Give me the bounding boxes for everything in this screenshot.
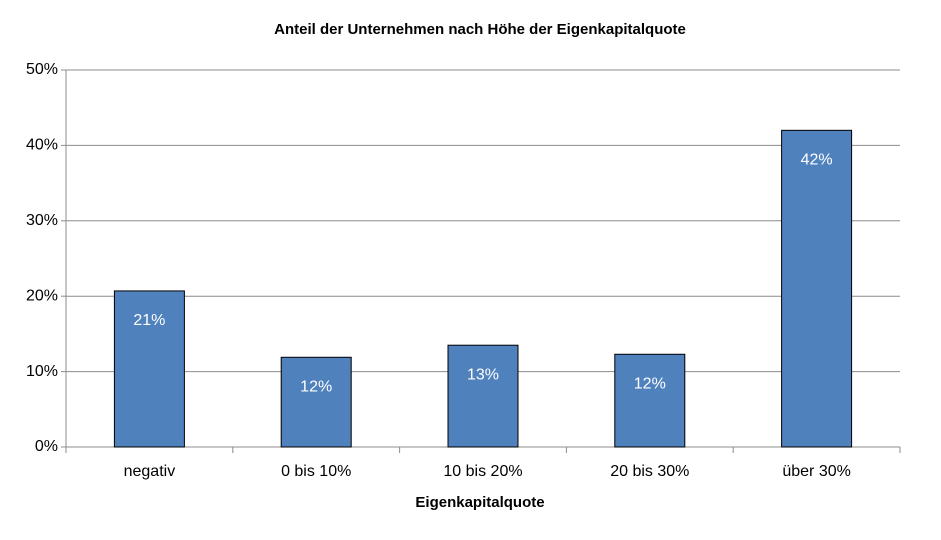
x-tick-label: negativ [124,463,176,480]
value-label: 21% [133,312,165,329]
x-axis-label: Eigenkapitalquote [415,494,544,511]
y-tick-label: 20% [26,287,58,304]
value-label: 42% [801,152,833,169]
chart-title: Anteil der Unternehmen nach Höhe der Eig… [274,21,686,38]
y-tick-label: 10% [26,363,58,380]
y-tick-label: 40% [26,137,58,154]
bar [614,353,686,448]
value-label: 13% [467,366,499,383]
x-tick-label: 10 bis 20% [443,463,522,480]
bar [280,356,352,448]
value-label: 12% [634,375,666,392]
value-label: 12% [300,378,332,395]
y-tick-label: 0% [35,438,58,455]
x-tick-label: 20 bis 30% [610,463,689,480]
x-tick-label: 0 bis 10% [281,463,351,480]
bar [447,344,519,448]
bar [113,290,185,448]
y-tick-label: 50% [26,61,58,78]
y-tick-label: 30% [26,212,58,229]
x-tick-label: über 30% [782,463,851,480]
bar [781,129,853,448]
